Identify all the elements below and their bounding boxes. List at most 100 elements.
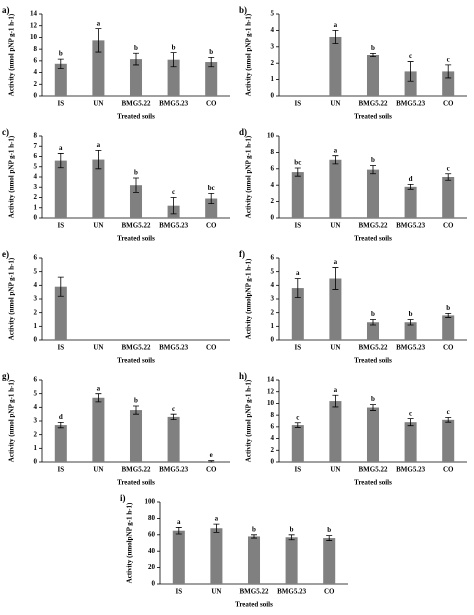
x-tick-label: BMG5.22 — [240, 588, 269, 596]
x-tick-label: UN — [93, 100, 103, 108]
bar — [54, 63, 67, 96]
error-bar — [133, 405, 139, 415]
bar — [404, 422, 417, 462]
bar — [366, 169, 380, 218]
bar — [210, 528, 223, 584]
x-tick-label: IS — [57, 344, 64, 352]
x-tick-label: UN — [93, 222, 103, 230]
error-bar — [407, 61, 414, 82]
y-tick-label: 3 — [271, 295, 275, 303]
x-tick-label: UN — [93, 466, 103, 474]
y-axis-label: Activity (nmol pNP g-1 h-1) — [8, 379, 16, 462]
y-tick-label: 7 — [34, 142, 38, 150]
y-tick-label: 10 — [267, 132, 275, 140]
y-tick-label: 1 — [271, 75, 275, 83]
bar — [92, 159, 105, 218]
bar — [329, 159, 342, 218]
x-tick-label: BMG5.23 — [396, 344, 425, 352]
significance-letter: b — [172, 43, 176, 51]
significance-letter: a — [97, 384, 101, 392]
y-tick-label: 4 — [271, 26, 275, 34]
bar — [92, 397, 105, 462]
y-tick-label: 4 — [34, 173, 38, 181]
bar — [291, 172, 304, 218]
x-tick-label: BMG5.23 — [159, 100, 188, 108]
bar — [205, 198, 218, 218]
error-bar — [251, 534, 257, 539]
significance-letter: a — [177, 518, 181, 526]
error-bar — [133, 177, 139, 193]
y-tick-label: 3 — [34, 295, 38, 303]
x-tick-label: BMG5.22 — [122, 344, 151, 352]
x-tick-label: BMG5.22 — [359, 344, 388, 352]
significance-letter: c — [447, 55, 450, 63]
bar — [329, 401, 342, 462]
bar — [247, 536, 261, 584]
y-tick-label: 4 — [271, 281, 275, 289]
bar — [92, 40, 105, 96]
y-tick-label: 6 — [271, 164, 275, 172]
y-tick-label: 0 — [34, 458, 38, 466]
error-bar — [208, 460, 215, 463]
error-bar — [57, 421, 64, 429]
error-bar — [57, 58, 64, 69]
error-bar — [57, 276, 64, 297]
y-tick-label: 2 — [34, 193, 38, 201]
bar — [442, 419, 455, 462]
error-bar — [57, 153, 64, 169]
y-axis-label: Activity (nmolpNP g-1 h-1) — [126, 502, 134, 583]
error-bar — [95, 393, 102, 403]
bar — [291, 425, 304, 462]
x-tick-label: IS — [294, 344, 301, 352]
y-tick-label: 6 — [34, 152, 38, 160]
x-tick-label: BMG5.23 — [396, 466, 425, 474]
bar — [205, 62, 218, 96]
x-axis-label: Treated soils — [354, 113, 392, 121]
panel-label: b) — [239, 5, 247, 15]
significance-letter: a — [215, 515, 219, 523]
bar — [129, 410, 143, 462]
x-axis-label: Treated soils — [117, 235, 155, 243]
y-tick-label: 1 — [271, 322, 275, 330]
x-tick-label: UN — [211, 588, 221, 596]
bar — [404, 186, 417, 218]
y-tick-label: 8 — [271, 411, 275, 419]
y-tick-label: 80 — [148, 514, 156, 522]
x-tick-label: CO — [443, 222, 454, 230]
x-tick-label: CO — [206, 344, 217, 352]
y-tick-label: 6 — [271, 254, 275, 262]
error-bar — [332, 30, 339, 44]
error-bar — [170, 413, 177, 421]
y-tick-label: 5 — [34, 162, 38, 170]
panel-label: i) — [120, 493, 126, 503]
x-axis-label: Treated soils — [117, 357, 155, 365]
y-tick-label: 14 — [267, 376, 275, 384]
x-tick-label: IS — [57, 222, 64, 230]
y-axis-label: Activity (nmol pNP g-1 h-1) — [8, 257, 16, 340]
y-tick-label: 14 — [30, 10, 38, 18]
bar — [54, 160, 67, 218]
bar — [442, 315, 455, 340]
error-bar — [170, 52, 177, 68]
y-tick-label: 5 — [34, 389, 38, 397]
y-tick-label: 4 — [34, 281, 38, 289]
y-tick-label: 2 — [34, 308, 38, 316]
error-bar — [208, 56, 215, 68]
x-tick-label: IS — [175, 588, 182, 596]
y-axis-label: Activity (nmolpNP g-1 h-1) — [245, 258, 253, 339]
y-tick-label: 1 — [34, 322, 38, 330]
error-bar — [407, 418, 414, 427]
x-tick-label: BMG5.22 — [359, 222, 388, 230]
y-tick-label: 0 — [271, 92, 275, 100]
y-tick-label: 2 — [271, 197, 275, 205]
error-bar — [445, 173, 452, 181]
x-tick-label: BMG5.23 — [159, 222, 188, 230]
y-tick-label: 2 — [271, 308, 275, 316]
error-bar — [326, 535, 333, 541]
y-tick-label: 10 — [267, 399, 275, 407]
x-tick-label: BMG5.23 — [159, 466, 188, 474]
bar — [442, 71, 455, 96]
y-tick-label: 5 — [271, 10, 275, 18]
x-tick-label: CO — [324, 588, 335, 596]
